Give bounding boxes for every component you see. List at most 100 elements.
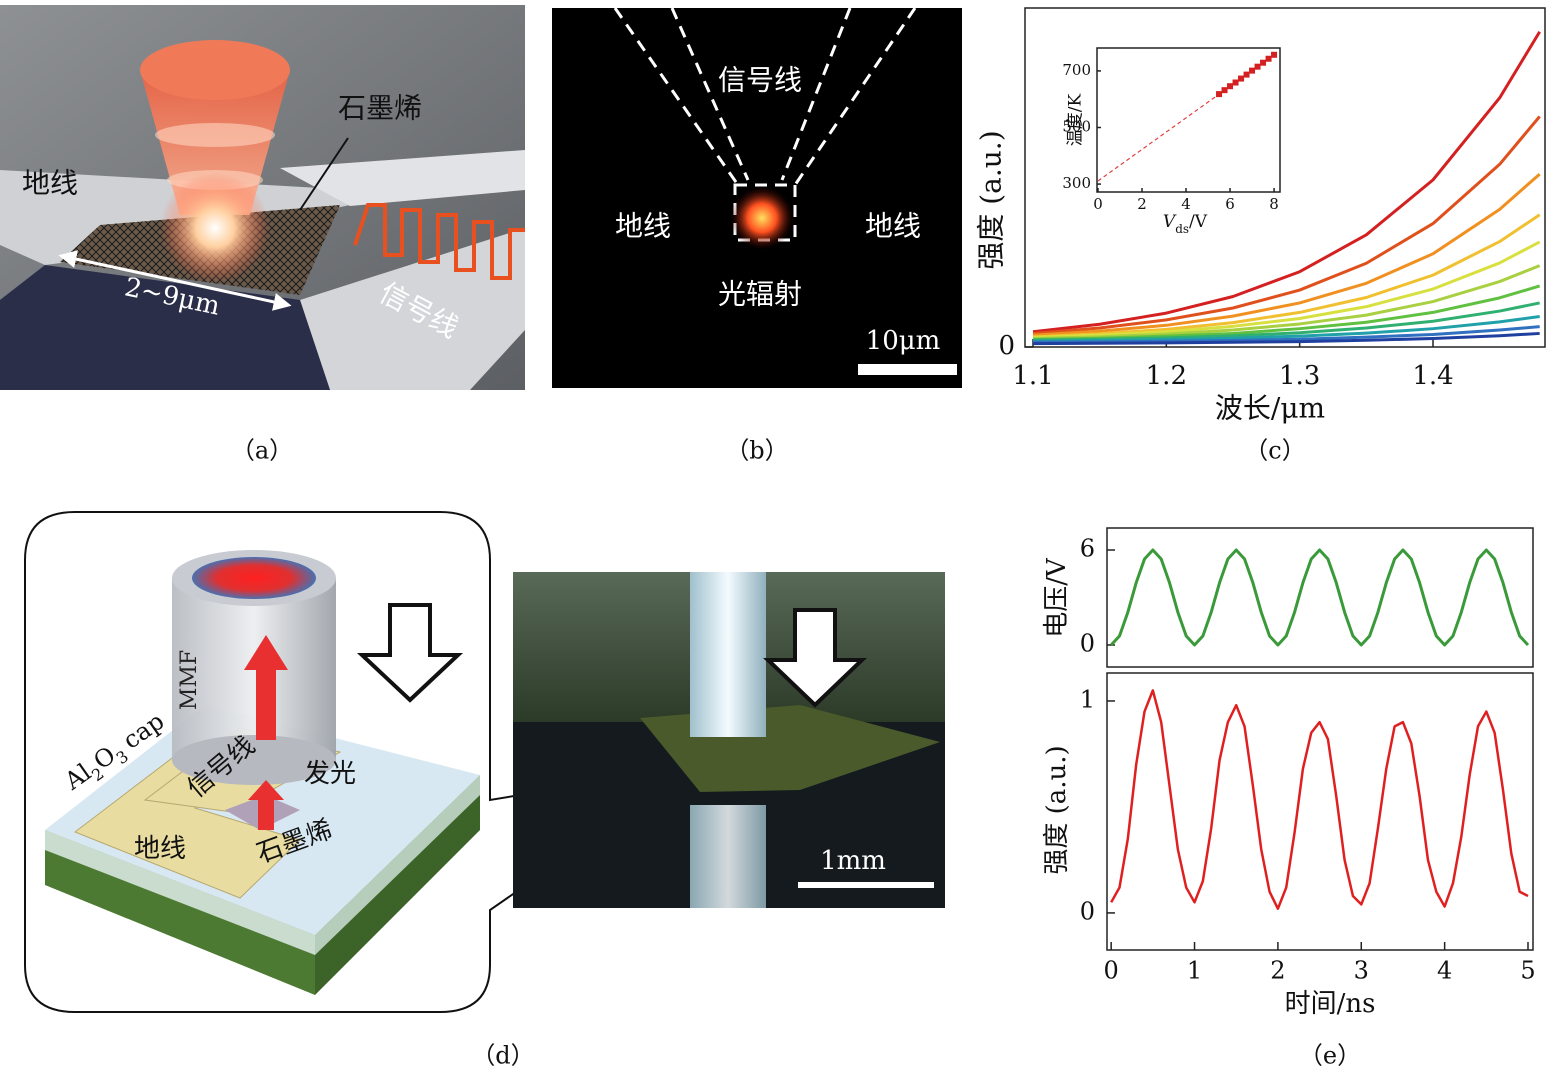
outline	[780, 7, 852, 181]
direction-arrow	[763, 608, 867, 708]
x-tick-label: 0	[1093, 195, 1103, 213]
x-axis-label: 波长/μm	[1215, 392, 1325, 425]
plot-frame	[1106, 672, 1534, 951]
label: 光辐射	[718, 278, 802, 311]
photo-fiber	[690, 572, 766, 737]
label: 信号线	[718, 64, 802, 97]
data-point	[1249, 67, 1256, 74]
y-tick-label: 700	[1062, 61, 1091, 79]
scale-bar	[858, 364, 957, 375]
direction-arrow	[356, 603, 464, 703]
caption: （d）	[471, 1042, 534, 1070]
data-line	[1110, 689, 1529, 910]
label: 地线	[615, 210, 671, 243]
emission-ring	[155, 123, 275, 147]
x-tick-label: 0	[1104, 957, 1119, 985]
outline	[670, 7, 750, 181]
x-axis-label: 时间/ns	[1285, 989, 1376, 1019]
y-tick-label: 6	[1080, 535, 1095, 563]
x-axis-label-part: ds	[1175, 222, 1189, 236]
plot-frame	[1106, 527, 1534, 668]
y-tick-label: 300	[1062, 174, 1091, 192]
data-point	[1227, 83, 1234, 90]
emission-cone-top	[140, 40, 290, 100]
data-point	[1265, 55, 1272, 62]
leader-line	[299, 137, 349, 211]
signal-electrode	[280, 150, 525, 206]
data-point	[1238, 75, 1245, 82]
x-tick-label: 3	[1354, 957, 1369, 985]
x-tick-label: 1.3	[1279, 361, 1320, 391]
x-axis-label: Vds/V	[1163, 212, 1208, 236]
label: 石墨烯	[338, 92, 422, 125]
data-line	[1032, 331, 1540, 346]
light-arrow	[248, 780, 284, 830]
y-tick-label: 0	[1080, 897, 1095, 925]
data-point	[1216, 91, 1223, 98]
x-tick-label: 8	[1269, 195, 1279, 213]
caption: （a）	[231, 437, 293, 465]
size-arrow	[58, 250, 292, 311]
y-axis-label: 强度 (a.u.)	[975, 130, 1008, 269]
outline	[793, 7, 917, 186]
data-point	[1232, 79, 1239, 86]
x-tick-label: 2	[1270, 957, 1285, 985]
scale-label: 10μm	[866, 326, 941, 356]
x-tick-label: 6	[1225, 195, 1235, 213]
caption: （c）	[1244, 437, 1305, 465]
x-tick-label: 1.1	[1012, 361, 1053, 391]
data-point	[1221, 87, 1228, 94]
data-line	[1110, 548, 1530, 647]
data-point	[1243, 71, 1250, 78]
label: 发光	[304, 759, 356, 789]
fit-line	[1097, 54, 1275, 182]
y-axis-label: 强度 (a.u.)	[1042, 745, 1072, 874]
data-line	[1032, 264, 1541, 341]
y-tick-label: 500	[1062, 117, 1091, 135]
x-tick-label: 1.2	[1146, 361, 1187, 391]
x-axis-label-part: /V	[1189, 212, 1208, 232]
panel-b: 信号线 地线 地线 光辐射 10μm （b）	[552, 7, 962, 465]
emission-spot	[730, 186, 794, 250]
photo-fiber	[690, 805, 766, 908]
scale-label: 1mm	[820, 846, 886, 876]
fiber-end	[172, 735, 336, 785]
data-point	[1260, 59, 1267, 66]
y-tick-label: 0	[998, 331, 1015, 361]
caption: （e）	[1299, 1042, 1361, 1070]
y-axis-label: 电压/V	[1042, 557, 1072, 638]
light-arrow	[244, 635, 288, 740]
y-tick-label: 1	[1080, 685, 1095, 713]
cap-side	[45, 830, 315, 955]
fiber-core	[192, 557, 316, 599]
x-tick-label: 5	[1520, 957, 1535, 985]
caption: （b）	[725, 437, 788, 465]
x-tick-label: 4	[1437, 957, 1452, 985]
x-tick-label: 4	[1181, 195, 1191, 213]
x-tick-label: 1.4	[1412, 361, 1453, 391]
data-point	[1271, 51, 1278, 58]
cap-side	[315, 775, 480, 955]
y-axis-label: 温度/K	[1066, 93, 1086, 146]
panel-a: 地线 石墨烯 2~9μm 信号线 （a）	[0, 5, 525, 465]
x-tick-label: 2	[1137, 195, 1147, 213]
label: 地线	[22, 167, 78, 200]
data-point	[1254, 63, 1261, 70]
y-tick-label: 0	[1080, 629, 1095, 657]
emission-glow	[160, 173, 270, 283]
outline	[613, 7, 740, 186]
label: 地线	[865, 210, 921, 243]
data-line	[1032, 115, 1541, 335]
panel-d: MMF Al2O3cap 信号线 发光 地线 石墨烯 1mm （d）	[24, 511, 945, 1070]
data-line	[1032, 172, 1541, 337]
label: 地线	[134, 834, 186, 864]
x-axis-label-part: V	[1163, 212, 1177, 232]
data-line	[1032, 213, 1541, 339]
x-tick-label: 1	[1187, 957, 1202, 985]
scale-bar	[798, 882, 934, 888]
signal-wave	[353, 203, 525, 280]
data-line	[1032, 30, 1541, 334]
data-line	[1032, 240, 1541, 340]
label: MMF	[177, 650, 202, 710]
